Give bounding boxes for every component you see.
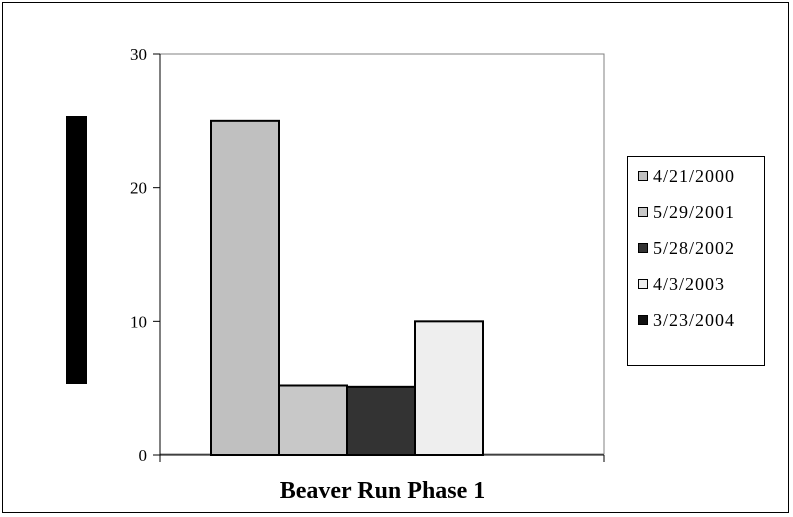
y-tick-label: 30: [130, 45, 147, 64]
legend-swatch: [638, 243, 648, 253]
legend-item: 3/23/2004: [638, 309, 735, 331]
legend-item: 4/21/2000: [638, 165, 735, 187]
legend-item: 4/3/2003: [638, 273, 725, 295]
legend-label: 3/23/2004: [653, 309, 736, 330]
legend-swatch: [638, 207, 648, 217]
y-ticks: 0 10 20 30: [130, 45, 160, 465]
bar-series-2: [278, 384, 348, 457]
legend-label: 4/3/2003: [653, 273, 726, 294]
legend-item: 5/29/2001: [638, 201, 735, 223]
bars: [210, 119, 484, 457]
legend: 4/21/2000 5/29/2001 5/28/2002 4/3/2003 3/23/…: [627, 156, 765, 366]
legend-label: 5/29/2001: [653, 201, 736, 222]
bar-series-1: [210, 119, 280, 456]
legend-swatch: [638, 171, 648, 181]
bar-series-4: [414, 320, 484, 457]
x-axis-label: Beaver Run Phase 1: [279, 478, 486, 504]
legend-item: 5/28/2002: [638, 237, 735, 259]
legend-label: 5/28/2002: [653, 237, 736, 258]
y-tick-label: 20: [130, 179, 147, 198]
bar-series-3: [346, 385, 416, 456]
y-tick-label: 0: [139, 446, 148, 465]
y-tick-label: 10: [130, 312, 147, 331]
redacted-axis-label: [66, 116, 87, 384]
legend-swatch: [638, 279, 648, 289]
legend-swatch: [638, 315, 648, 325]
legend-label: 4/21/2000: [653, 165, 736, 186]
